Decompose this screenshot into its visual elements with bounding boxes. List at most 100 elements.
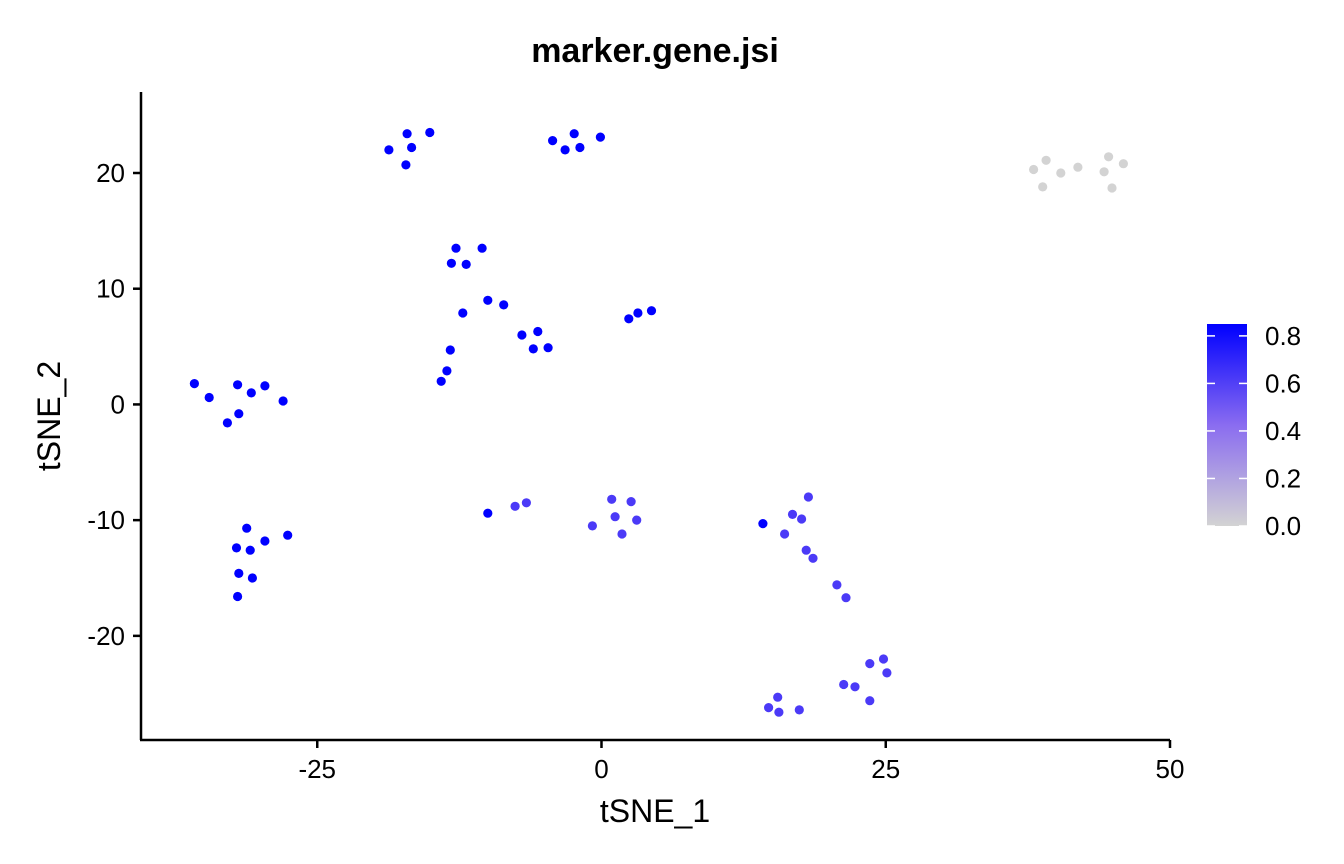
data-point: [283, 530, 293, 540]
data-point: [407, 142, 417, 153]
y-axis: -20 -10 0 10 20: [87, 158, 141, 651]
x-tick-label: 50: [1156, 754, 1185, 784]
data-point: [246, 388, 256, 398]
data-point: [865, 696, 875, 706]
data-point: [222, 418, 232, 428]
data-point: [483, 508, 493, 518]
data-point: [1041, 155, 1051, 165]
data-point: [231, 543, 242, 553]
y-axis-title: tSNE_2: [31, 361, 67, 471]
y-tick-label: -10: [87, 505, 125, 535]
data-point: [528, 344, 538, 354]
data-point: [758, 519, 768, 529]
y-tick-label: 0: [111, 389, 125, 419]
data-point: [839, 679, 849, 690]
data-point: [882, 668, 892, 678]
data-point: [607, 494, 617, 504]
colorbar-tick-label: 0.6: [1265, 368, 1301, 398]
data-point: [797, 514, 807, 524]
data-point: [624, 314, 634, 324]
data-point: [242, 523, 252, 533]
data-point: [458, 308, 468, 318]
data-point: [569, 129, 579, 139]
data-point: [626, 497, 636, 507]
data-point: [780, 529, 790, 539]
y-tick-label: 10: [96, 274, 125, 304]
data-point: [878, 654, 889, 664]
x-tick-label: 0: [594, 754, 608, 784]
data-point: [808, 553, 818, 563]
data-point: [517, 330, 527, 340]
data-point: [865, 659, 875, 669]
data-point: [794, 705, 804, 715]
data-point: [773, 692, 783, 702]
data-point: [1118, 159, 1128, 169]
data-point: [260, 536, 270, 546]
colorbar-tick-label: 0.0: [1265, 511, 1301, 541]
data-point: [451, 243, 461, 253]
colorbar-tick-label: 0.8: [1265, 321, 1301, 351]
colorbar-tick-label: 0.2: [1265, 463, 1301, 493]
data-point: [436, 376, 446, 386]
data-point: [633, 308, 643, 318]
data-point: [1038, 182, 1048, 192]
chart-title: marker.gene.jsi: [531, 32, 779, 70]
y-tick-label: 20: [96, 158, 125, 188]
data-point: [521, 498, 532, 508]
data-point: [1056, 168, 1066, 178]
x-tick-label: 25: [871, 754, 900, 784]
data-point: [801, 545, 811, 555]
data-point: [774, 707, 784, 717]
data-point: [1099, 167, 1109, 177]
data-point: [499, 300, 509, 310]
data-point: [533, 326, 543, 337]
data-point: [477, 243, 487, 253]
data-point: [803, 492, 814, 502]
data-point: [617, 529, 627, 539]
data-point: [632, 515, 642, 525]
data-point: [548, 136, 558, 146]
data-point: [260, 381, 270, 391]
colorbar: [1207, 324, 1247, 526]
y-tick-label: -20: [87, 621, 125, 651]
data-point: [1029, 164, 1039, 175]
data-point: [278, 396, 288, 406]
data-point: [384, 145, 394, 155]
data-point: [560, 145, 570, 155]
data-point: [233, 591, 243, 602]
data-point: [1104, 152, 1114, 162]
x-axis-title: tSNE_1: [600, 793, 710, 829]
data-point: [764, 703, 774, 713]
data-point: [245, 545, 255, 555]
colorbar-legend: 0.0 0.2 0.4 0.6 0.8: [1207, 321, 1301, 541]
data-point: [445, 345, 455, 355]
data-point: [1107, 183, 1117, 193]
data-point: [483, 295, 493, 305]
data-point: [646, 306, 657, 316]
x-tick-label: -25: [298, 754, 336, 784]
plot-area: [189, 127, 1128, 717]
colorbar-tick-label: 0.4: [1265, 416, 1301, 446]
data-point: [442, 366, 452, 376]
data-point: [610, 512, 620, 522]
data-point: [787, 509, 798, 519]
data-point: [850, 682, 860, 692]
data-point: [1073, 162, 1083, 172]
x-axis: -25 0 25 50: [298, 740, 1184, 784]
data-point: [204, 392, 214, 403]
data-point: [543, 343, 553, 353]
data-point: [510, 501, 520, 511]
data-point: [587, 521, 598, 531]
data-point: [595, 132, 606, 142]
data-point: [425, 127, 435, 138]
data-point: [832, 580, 842, 590]
data-point: [234, 568, 244, 579]
data-point: [247, 573, 257, 583]
data-point: [234, 409, 244, 419]
data-point: [575, 142, 585, 153]
data-point: [401, 160, 411, 170]
data-point: [233, 380, 243, 390]
data-point: [461, 259, 471, 269]
data-point: [841, 593, 851, 603]
